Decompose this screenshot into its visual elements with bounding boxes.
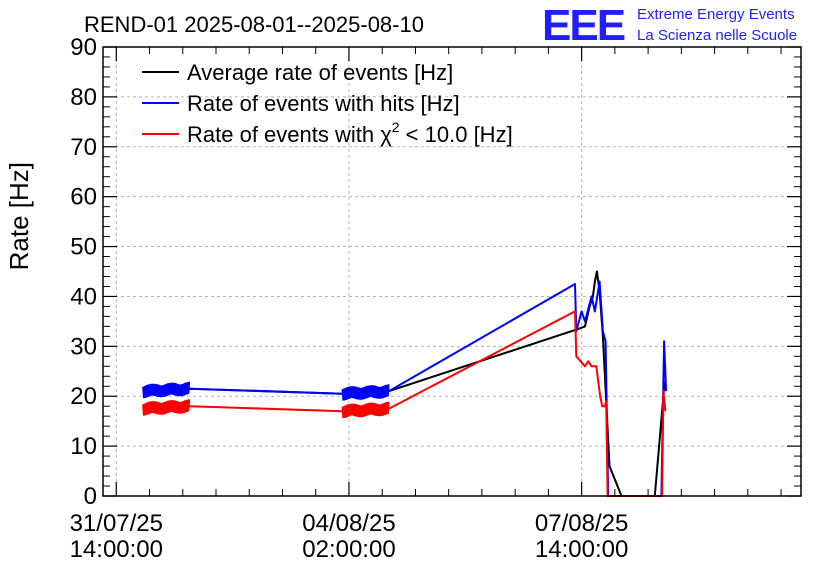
logo-line-2: La Scienza nelle Scuole <box>637 27 797 44</box>
logo-mark: EEE <box>542 1 625 50</box>
series-line-0 <box>142 270 666 497</box>
x-tick-label-date: 07/08/25 <box>535 510 628 537</box>
y-tick-label: 10 <box>70 433 97 460</box>
chart-title: REND-01 2025-08-01--2025-08-10 <box>84 12 424 37</box>
plot-frame <box>102 46 802 497</box>
grid-lines <box>103 47 801 496</box>
y-tick-label: 20 <box>70 383 97 410</box>
legend: Average rate of events [Hz] Rate of even… <box>142 60 513 147</box>
series-fluctuation-2 <box>341 401 390 419</box>
y-tick-label: 70 <box>70 134 97 161</box>
y-tick-label: 50 <box>70 234 97 261</box>
y-tick-label: 60 <box>70 184 97 211</box>
legend-label-chi2: Rate of events with χ2 < 10.0 [Hz] <box>187 119 513 147</box>
x-tick-label-time: 14:00:00 <box>535 536 628 563</box>
x-tick-label-time: 14:00:00 <box>70 536 163 563</box>
legend-label-hits: Rate of events with hits [Hz] <box>187 91 460 116</box>
logo-line-1: Extreme Energy Events <box>637 6 795 23</box>
eee-logo: EEE Extreme Energy Events La Scienza nel… <box>542 1 797 50</box>
series-fluctuation-2 <box>142 399 191 416</box>
y-tick-labels: 0 10 20 30 40 50 60 70 80 90 <box>70 34 97 510</box>
y-tick-label: 30 <box>70 333 97 360</box>
y-axis-title: Rate [Hz] <box>4 162 34 270</box>
x-tick-label-date: 04/08/25 <box>302 510 395 537</box>
x-tick-labels: 31/07/2514:00:0004/08/2502:00:0007/08/25… <box>70 510 629 563</box>
series-fluctuation-1 <box>142 381 191 399</box>
axis-ticks <box>103 46 801 497</box>
x-tick-label-date: 31/07/25 <box>70 510 163 537</box>
series-fluctuation-1 <box>341 384 390 401</box>
y-tick-label: 90 <box>70 34 97 61</box>
y-tick-label: 0 <box>84 483 97 510</box>
data-series <box>142 270 668 497</box>
series-line-1 <box>142 280 668 497</box>
x-tick-label-time: 02:00:00 <box>302 536 395 563</box>
legend-label-average: Average rate of events [Hz] <box>187 60 453 85</box>
series-line-2 <box>142 310 667 497</box>
y-tick-label: 40 <box>70 283 97 310</box>
y-tick-label: 80 <box>70 84 97 111</box>
